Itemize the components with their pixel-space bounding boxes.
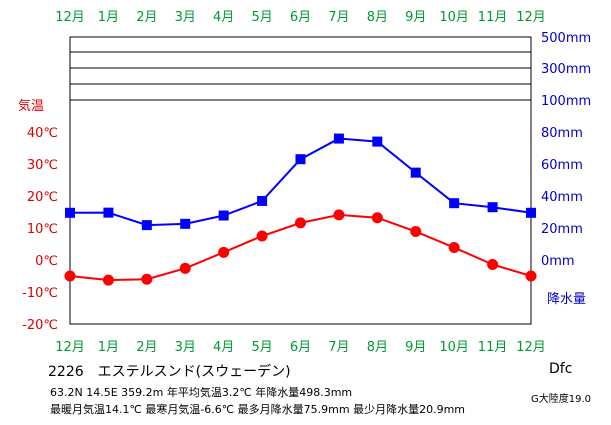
- temperature-series: [64, 209, 537, 286]
- temperature-point: [179, 262, 191, 274]
- precipitation-point: [218, 210, 229, 221]
- month-label-bottom: 3月: [175, 340, 196, 355]
- month-label-bottom: 9月: [405, 340, 426, 355]
- precipitation-tick-label: 500mm: [541, 31, 591, 46]
- temperature-axis-label: 気温: [18, 98, 44, 114]
- month-label-bottom: 11月: [478, 340, 508, 355]
- precipitation-point: [410, 167, 421, 178]
- precipitation-axis: 500mm 300mm 100mm 80mm 60mm 40mm 20mm 0mm 降水量: [541, 31, 591, 307]
- precip-scale-lines: [70, 51, 531, 101]
- temperature-tick-label: 20℃: [27, 190, 58, 205]
- month-axis-bottom: 12月 1月 2月 3月 4月 5月 6月 7月 8月 9月 10月 11月 12月: [55, 340, 546, 355]
- temperature-tick-label: -10℃: [22, 286, 58, 301]
- temperature-point: [141, 273, 153, 285]
- temperature-point: [448, 242, 460, 254]
- precipitation-point: [180, 218, 191, 229]
- temperature-point: [371, 212, 383, 224]
- month-label-bottom: 8月: [367, 340, 388, 355]
- month-label-top: 1月: [98, 10, 119, 25]
- temperature-axis: 気温 40℃ 30℃ 20℃ 10℃ 0℃ -10℃ -20℃: [18, 98, 58, 333]
- temperature-point: [487, 258, 499, 270]
- precipitation-point: [372, 136, 383, 147]
- month-label-top: 12月: [516, 10, 546, 25]
- temperature-tick-label: 10℃: [27, 222, 58, 237]
- temperature-point: [218, 246, 230, 258]
- month-label-bottom: 4月: [213, 340, 234, 355]
- precipitation-point: [257, 195, 268, 206]
- month-label-top: 4月: [213, 10, 234, 25]
- precipitation-point: [449, 198, 460, 209]
- month-label-bottom: 10月: [439, 340, 469, 355]
- precipitation-point: [103, 207, 114, 218]
- temperature-point: [256, 230, 268, 242]
- month-axis-top: 12月 1月 2月 3月 4月 5月 6月 7月 8月 9月 10月 11月 12月: [55, 10, 546, 25]
- precipitation-tick-label: 100mm: [541, 94, 591, 109]
- precipitation-tick-label: 20mm: [541, 222, 583, 237]
- precipitation-point: [65, 207, 75, 218]
- month-label-top: 12月: [55, 10, 85, 25]
- month-label-top: 10月: [439, 10, 469, 25]
- month-label-top: 11月: [478, 10, 508, 25]
- precipitation-axis-label: 降水量: [547, 292, 586, 307]
- temperature-tick-label: -20℃: [22, 318, 58, 333]
- precipitation-tick-label: 300mm: [541, 62, 591, 77]
- temperature-tick-label: 40℃: [27, 126, 58, 141]
- month-label-bottom: 6月: [290, 340, 311, 355]
- temperature-point: [410, 226, 422, 238]
- temperature-point: [525, 270, 537, 282]
- temperature-point: [333, 209, 345, 221]
- month-label-top: 3月: [175, 10, 196, 25]
- precipitation-tick-label: 80mm: [541, 126, 583, 141]
- climate-class: Dfc: [549, 361, 573, 377]
- station-extremes: 最暖月気温14.1℃ 最寒月気温-6.6℃ 最多月降水量75.9mm 最少月降水…: [50, 403, 465, 416]
- precipitation-point: [141, 220, 152, 231]
- month-label-top: 7月: [328, 10, 349, 25]
- month-label-bottom: 2月: [136, 340, 157, 355]
- precipitation-point: [487, 202, 498, 213]
- precipitation-point: [333, 133, 344, 144]
- month-label-top: 8月: [367, 10, 388, 25]
- temperature-point: [102, 274, 114, 286]
- temperature-point: [64, 270, 76, 282]
- month-label-top: 5月: [251, 10, 272, 25]
- month-label-top: 2月: [136, 10, 157, 25]
- temperature-point: [295, 217, 306, 229]
- month-label-bottom: 1月: [98, 340, 119, 355]
- precipitation-line: [69, 137, 532, 227]
- precipitation-tick-label: 0mm: [541, 254, 575, 269]
- continentality-index: G大陸度19.0: [531, 394, 592, 405]
- month-label-bottom: 5月: [251, 340, 272, 355]
- precipitation-point: [295, 154, 306, 165]
- month-label-top: 6月: [290, 10, 311, 25]
- plot-frame: [69, 36, 532, 325]
- plot-border: [69, 36, 532, 325]
- temperature-tick-label: 0℃: [35, 254, 58, 269]
- month-label-bottom: 12月: [55, 340, 85, 355]
- precipitation-tick-label: 40mm: [541, 190, 583, 205]
- month-label-bottom: 7月: [328, 340, 349, 355]
- month-label-top: 9月: [405, 10, 426, 25]
- month-label-bottom: 12月: [516, 340, 546, 355]
- station-name: 2226 エステルスンド(スウェーデン): [48, 364, 291, 380]
- precipitation-point: [526, 207, 536, 218]
- precipitation-tick-label: 60mm: [541, 158, 583, 173]
- station-summary: 63.2N 14.5E 359.2m 年平均気温3.2℃ 年降水量498.3mm: [50, 386, 353, 399]
- precipitation-series: [65, 133, 536, 231]
- temperature-tick-label: 30℃: [27, 158, 58, 173]
